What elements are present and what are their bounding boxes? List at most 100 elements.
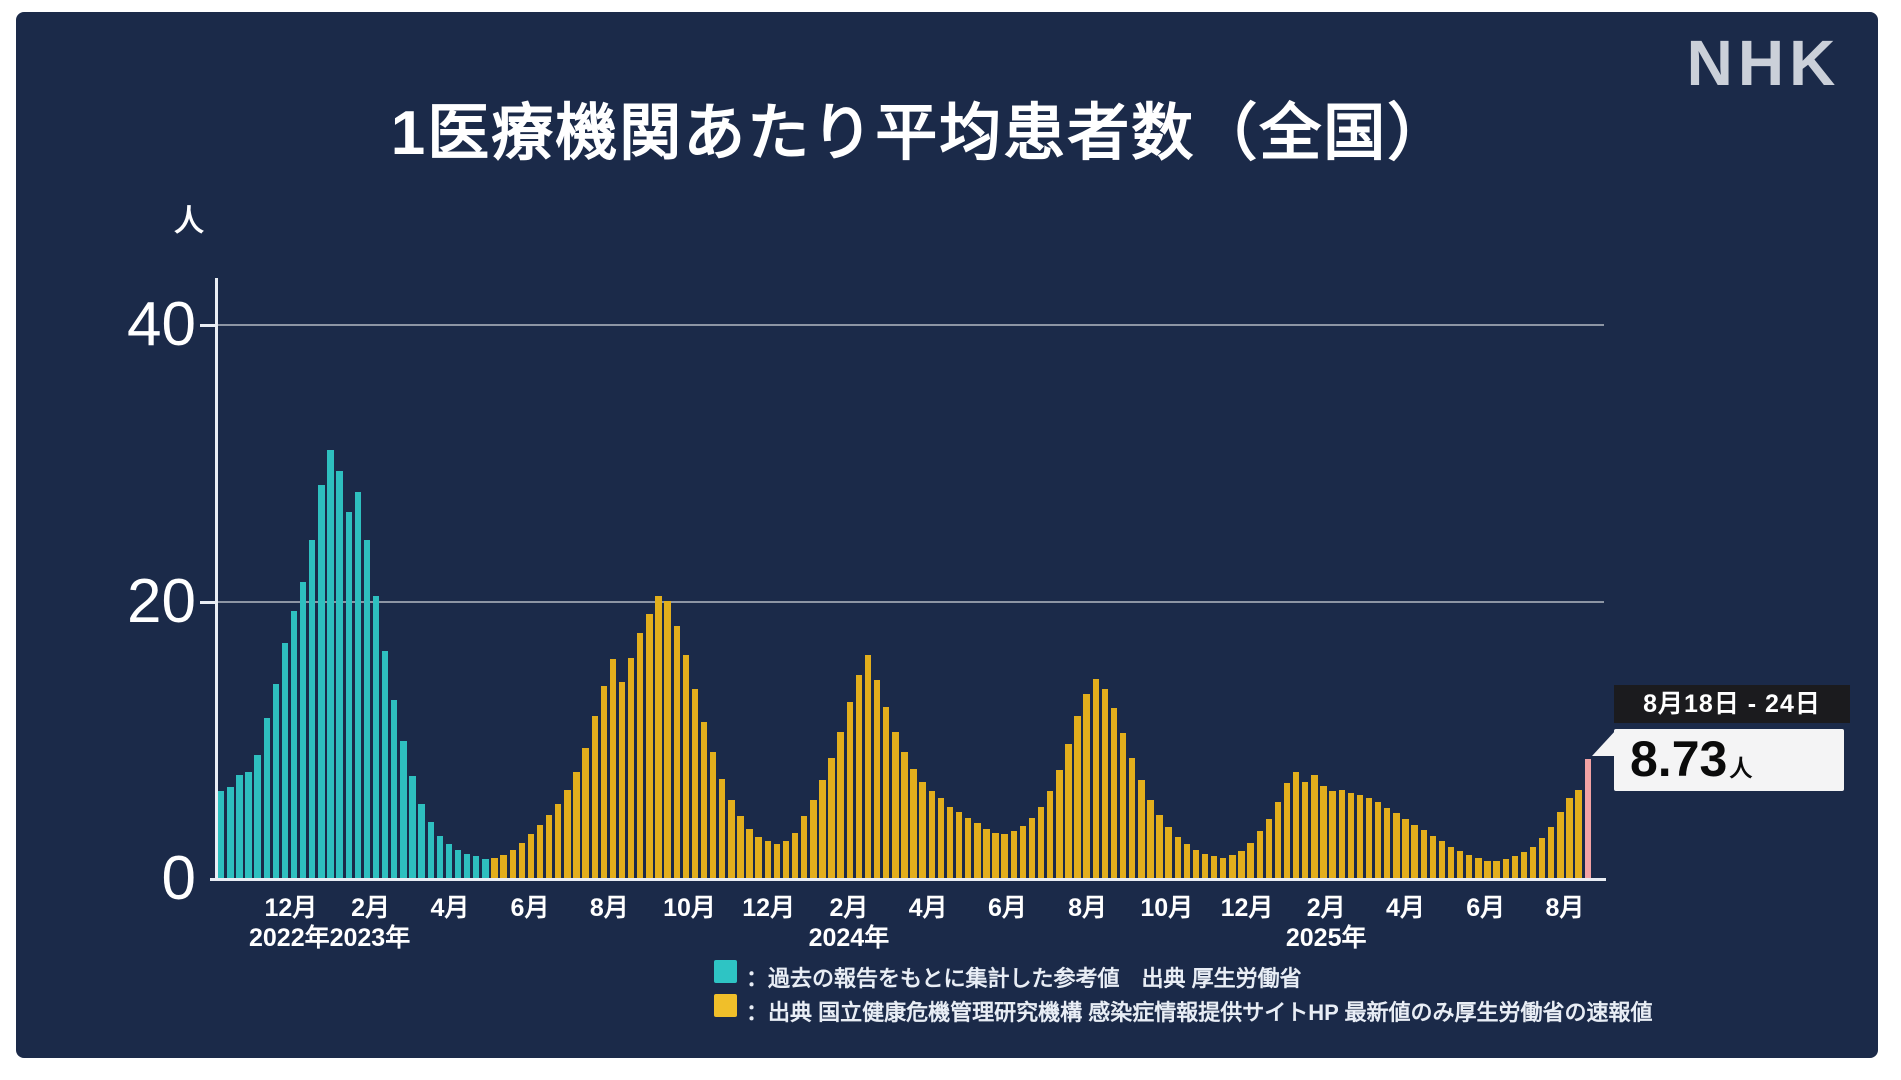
bar-sentinel-week (1028, 817, 1036, 880)
y-axis-unit-label: 人 (174, 205, 204, 238)
bar-sentinel-week (919, 781, 926, 880)
bar-sentinel-week (1475, 857, 1482, 880)
legend-swatch-reference (714, 960, 737, 983)
x-axis-month-label: 6月 (987, 894, 1027, 922)
bar-latest-week (1584, 758, 1591, 880)
bar-sentinel-week (1119, 732, 1127, 880)
callout-value-unit: 人 (1729, 755, 1753, 781)
bar-sentinel-week (719, 778, 726, 880)
bar-sentinel-week (518, 842, 526, 880)
bar-sentinel-week (1092, 678, 1099, 880)
bar-sentinel-week (782, 841, 790, 880)
bar-sentinel-week (1374, 802, 1382, 880)
bar-sentinel-week (609, 659, 617, 880)
bar-sentinel-week (700, 721, 708, 880)
bar-sentinel-week (1493, 860, 1500, 880)
x-axis-year-label: 2025年 (1285, 924, 1367, 952)
bar-sentinel-week (1575, 789, 1582, 880)
x-axis-month-label: 2月 (351, 894, 391, 922)
bar-sentinel-week (791, 832, 799, 880)
x-axis-month-label: 8月 (1545, 894, 1585, 922)
bar-reference-week (454, 849, 462, 880)
x-axis-month-label: 6月 (1466, 894, 1506, 922)
x-axis-month-label: 4月 (1386, 894, 1425, 922)
bar-sentinel-week (1566, 798, 1573, 880)
bar-sentinel-week (1147, 799, 1154, 880)
bar-sentinel-week (664, 601, 671, 880)
bar-sentinel-week (1384, 807, 1391, 880)
gridline-20 (218, 601, 1604, 603)
bar-sentinel-week (965, 817, 972, 880)
x-axis-month-label: 12月 (1220, 894, 1274, 922)
bar-sentinel-week (1065, 744, 1072, 880)
bar-sentinel-week (946, 806, 954, 880)
bar-sentinel-week (1238, 850, 1245, 880)
legend-label-reference: ：過去の報告をもとに集計した参考値 出典 厚生労働省 (746, 966, 1302, 991)
bar-sentinel-week (591, 716, 598, 880)
bar-sentinel-week (1247, 842, 1254, 880)
bar-sentinel-week (1484, 860, 1491, 880)
x-axis-month-label: 12月 (264, 894, 318, 922)
callout-value-box: 8.73 人 (1614, 729, 1844, 791)
bar-reference-week (245, 771, 252, 880)
bar-sentinel-week (1192, 849, 1200, 880)
bar-reference-week (400, 741, 407, 880)
x-axis-month-label: 4月 (908, 894, 948, 922)
bar-reference-week (327, 449, 334, 880)
bar-sentinel-week (1356, 795, 1364, 880)
bar-sentinel-week (491, 857, 498, 880)
x-axis-year-label: 2024年 (808, 924, 890, 952)
bar-sentinel-week (1466, 855, 1473, 880)
x-axis-month-label: 2月 (1306, 894, 1346, 922)
bar-reference-week (218, 791, 225, 880)
bar-sentinel-week (1138, 780, 1145, 880)
bar-reference-week (473, 856, 480, 880)
y-tick-mark-40 (200, 324, 218, 327)
bar-sentinel-week (901, 752, 908, 880)
bar-sentinel-week (1047, 791, 1054, 880)
x-axis-month-label: 10月 (663, 894, 716, 922)
bar-sentinel-week (509, 849, 516, 880)
bar-sentinel-week (555, 803, 562, 880)
bar-sentinel-week (1001, 834, 1008, 880)
bar-sentinel-week (910, 769, 917, 880)
bar-sentinel-week (837, 731, 844, 880)
bar-sentinel-week (1283, 782, 1291, 880)
bar-reference-week (281, 642, 289, 880)
bar-sentinel-week (1548, 827, 1555, 880)
bar-sentinel-week (655, 595, 662, 880)
bar-reference-week (445, 843, 453, 880)
bar-sentinel-week (1165, 827, 1172, 880)
bar-sentinel-week (682, 655, 689, 880)
bar-sentinel-week (600, 685, 607, 880)
x-axis-year-label: 2022年2023年 (248, 924, 411, 952)
bar-sentinel-week (618, 681, 626, 880)
bar-reference-week (436, 835, 444, 880)
bar-sentinel-week (637, 633, 644, 880)
bar-reference-week (236, 774, 243, 880)
bar-reference-week (363, 540, 371, 880)
bar-sentinel-week (1256, 831, 1263, 880)
x-axis-month-label: 8月 (1068, 894, 1108, 922)
bar-sentinel-week (1220, 857, 1227, 880)
bar-sentinel-week (892, 731, 899, 880)
chart-card: NHK 1医療機関あたり平均患者数（全国） 人 40 20 0 12月 2月 4月 6… (16, 12, 1878, 1058)
nhk-logo: NHK (1686, 27, 1841, 99)
legend-swatch-sentinel (714, 994, 737, 1017)
bar-sentinel-week (1302, 781, 1309, 880)
bar-sentinel-week (564, 789, 571, 880)
bar-sentinel-week (1557, 812, 1564, 880)
bar-sentinel-week (1538, 838, 1546, 880)
bar-reference-week (463, 853, 471, 880)
bar-sentinel-week (1320, 785, 1327, 880)
bar-sentinel-week (992, 832, 999, 880)
x-axis-month-label: 6月 (510, 894, 550, 922)
bar-sentinel-week (1129, 757, 1136, 880)
bar-sentinel-week (1010, 831, 1017, 880)
bar-sentinel-week (1056, 770, 1063, 880)
bar-reference-week (336, 470, 343, 880)
bar-sentinel-week (1019, 825, 1027, 880)
bar-reference-week (427, 821, 434, 880)
x-axis-line (210, 878, 1606, 881)
bar-sentinel-week (1402, 818, 1409, 880)
